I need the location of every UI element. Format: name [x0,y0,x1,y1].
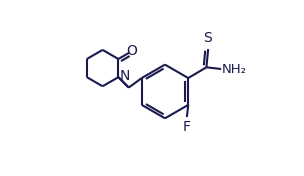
Text: S: S [203,31,212,45]
Text: NH₂: NH₂ [222,62,247,76]
Text: F: F [183,121,191,134]
Text: O: O [126,44,137,58]
Text: N: N [120,69,130,83]
